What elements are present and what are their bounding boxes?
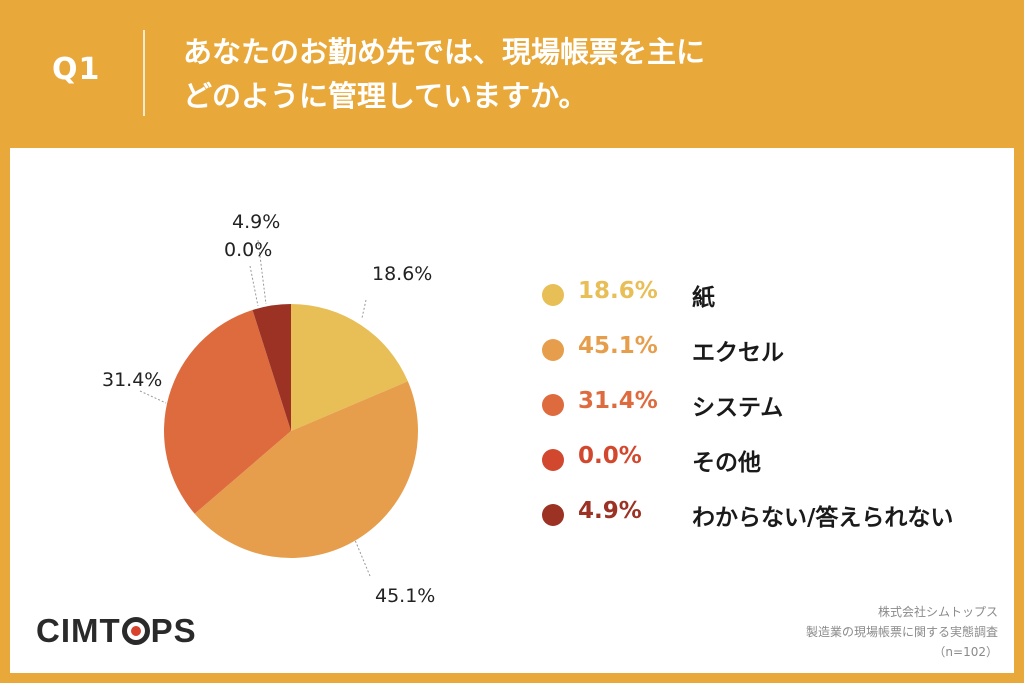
leader-line-paper — [361, 299, 367, 319]
legend-dot-other — [542, 449, 564, 471]
pie-value-label-system: 31.4% — [102, 369, 162, 391]
leader-line-other — [249, 265, 259, 307]
pie-slice-paper — [291, 304, 408, 431]
pie-slice-excel — [194, 381, 418, 558]
legend-label-system: システム — [692, 395, 784, 421]
question-title: あなたのお勤め先では、現場帳票を主に どのように管理していますか。 — [183, 30, 1003, 118]
question-title-line1: あなたのお勤め先では、現場帳票を主に — [183, 35, 706, 69]
legend-item-excel: 45.1% エクセル — [542, 331, 1002, 371]
question-title-line2: どのように管理していますか。 — [183, 79, 588, 113]
pie-leader-lines — [139, 239, 371, 577]
legend-label-other: その他 — [692, 450, 761, 476]
question-number: Q1 — [52, 52, 101, 87]
leader-line-system — [139, 390, 167, 404]
legend-item-unknown: 4.9% わからない/答えられない — [542, 496, 1002, 536]
legend-value-other: 0.0% — [578, 443, 642, 469]
pie-slices — [164, 304, 418, 558]
header-bar: Q1 あなたのお勤め先では、現場帳票を主に どのように管理していますか。 — [0, 0, 1024, 140]
source-note: 株式会社シムトップス 製造業の現場帳票に関する実態調査 （n=102） — [806, 602, 998, 662]
logo-o-mark — [121, 617, 150, 645]
source-survey: 製造業の現場帳票に関する実態調査 — [805, 625, 998, 639]
legend-value-paper: 18.6% — [578, 278, 658, 304]
pie-value-label-paper: 18.6% — [372, 263, 432, 285]
logo-text-after: PS — [150, 612, 197, 649]
source-company: 株式会社シムトップス — [877, 605, 998, 619]
legend-value-unknown: 4.9% — [578, 498, 642, 524]
pie-chart: 18.6% 45.1% 31.4% 0.0% 4.9% — [102, 211, 435, 607]
legend-dot-paper — [542, 284, 564, 306]
leader-line-unknown — [257, 239, 267, 305]
pie-value-labels: 18.6% 45.1% 31.4% 0.0% 4.9% — [102, 211, 435, 607]
legend-label-excel: エクセル — [692, 340, 784, 366]
legend-value-system: 31.4% — [578, 388, 658, 414]
legend-value-excel: 45.1% — [578, 333, 658, 359]
pie-value-label-unknown: 4.9% — [232, 211, 280, 233]
legend-dot-unknown — [542, 504, 564, 526]
pie-slice-unknown — [252, 304, 291, 431]
leader-line-excel — [354, 539, 371, 577]
chart-panel: 18.6% 45.1% 31.4% 0.0% 4.9% 18.6% 紙 45.1% エク… — [10, 148, 1014, 673]
pie-slice-system — [164, 309, 291, 514]
legend-item-system: 31.4% システム — [542, 386, 1002, 426]
pie-value-label-excel: 45.1% — [375, 585, 435, 607]
pie-value-label-other: 0.0% — [224, 239, 272, 261]
header-divider — [143, 30, 145, 116]
legend-label-paper: 紙 — [692, 285, 715, 311]
legend-dot-excel — [542, 339, 564, 361]
cimtops-logo: CIMT PS — [36, 612, 197, 650]
legend-item-paper: 18.6% 紙 — [542, 276, 1002, 316]
sample-size: （n=102） — [933, 645, 998, 659]
logo-text-before: CIMT — [36, 612, 121, 649]
legend-label-unknown: わからない/答えられない — [692, 505, 954, 531]
legend-item-other: 0.0% その他 — [542, 441, 1002, 481]
legend-dot-system — [542, 394, 564, 416]
